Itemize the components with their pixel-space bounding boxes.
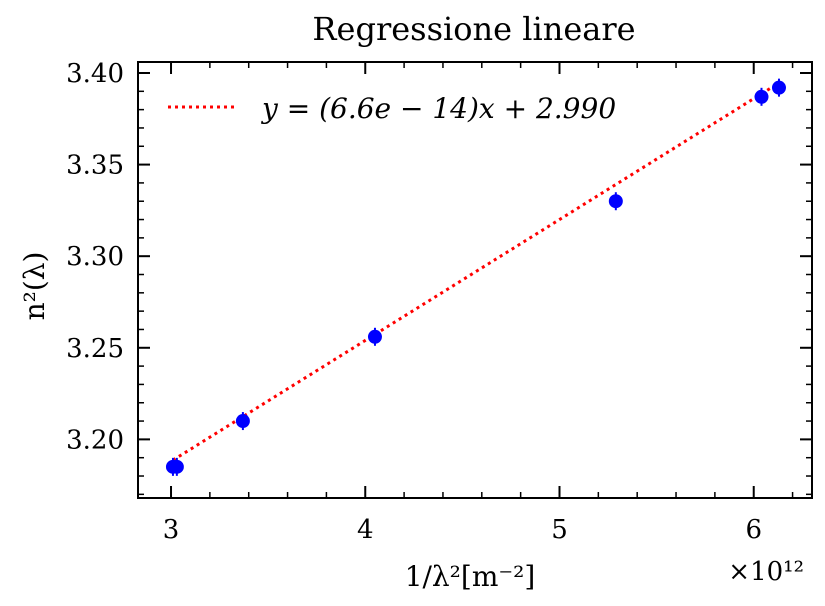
y-tick-label: 3.35 xyxy=(66,151,124,181)
x-axis-label: 1/λ²[m⁻²] xyxy=(405,560,536,593)
data-points-group xyxy=(165,78,786,476)
y-axis-label: n²(λ) xyxy=(18,252,51,321)
x-tick-label: 4 xyxy=(357,515,374,545)
y-axis-ticks: 3.20 3.25 3.30 3.35 3.40 xyxy=(66,59,812,496)
x-axis-ticks: 3 4 5 6 xyxy=(163,62,794,545)
data-point xyxy=(367,329,382,344)
y-tick-label: 3.20 xyxy=(66,425,124,455)
fit-line xyxy=(172,81,780,462)
y-tick-label: 3.30 xyxy=(66,242,124,272)
data-point xyxy=(608,194,623,209)
data-point xyxy=(235,414,250,429)
x-axis-multiplier: ×10¹² xyxy=(728,557,804,587)
plot-frame xyxy=(137,61,813,499)
plot-area: 3 4 5 6 3.20 3.25 3.30 3.35 3.40 xyxy=(66,59,813,545)
x-tick-label: 6 xyxy=(745,515,762,545)
chart-title: Regressione lineare xyxy=(312,10,635,48)
fit-line-group xyxy=(172,81,780,462)
x-tick-label: 3 xyxy=(163,515,180,545)
data-point xyxy=(771,80,786,95)
legend-label-fit-line: y = (6.6e − 14)x + 2.990 xyxy=(260,92,616,125)
data-point xyxy=(169,459,184,474)
legend: y = (6.6e − 14)x + 2.990 xyxy=(168,92,616,125)
data-point xyxy=(754,89,769,104)
y-tick-label: 3.25 xyxy=(66,334,124,364)
x-tick-label: 5 xyxy=(551,515,568,545)
y-tick-label: 3.40 xyxy=(66,59,124,89)
